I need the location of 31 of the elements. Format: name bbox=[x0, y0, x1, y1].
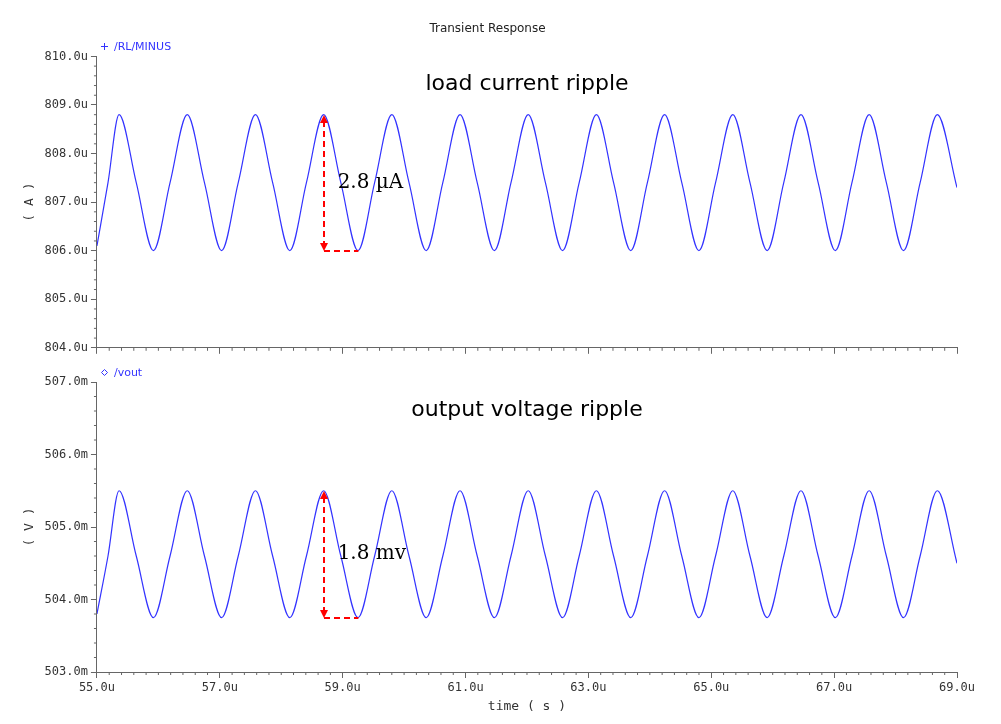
y-tick-label: 807.0u bbox=[44, 194, 88, 209]
y-axis-title: ( V ) bbox=[21, 507, 37, 547]
y-tick-label: 808.0u bbox=[44, 145, 88, 160]
y-tick-label: 806.0u bbox=[44, 242, 88, 257]
y-tick-label: 805.0u bbox=[44, 291, 88, 306]
y-tick-label: 504.0m bbox=[44, 591, 88, 606]
x-tick-label: 67.0u bbox=[816, 680, 853, 695]
y-tick-label: 505.0m bbox=[44, 519, 88, 534]
legend-label: /RL/MINUS bbox=[113, 40, 172, 54]
annotation: 1.8 mv bbox=[337, 540, 407, 565]
annotation: output voltage ripple bbox=[411, 395, 643, 421]
line-series bbox=[96, 490, 957, 619]
x-tick-label: 59.0u bbox=[324, 680, 361, 695]
x-tick-label: 63.0u bbox=[570, 680, 607, 695]
x-tick-label: 65.0u bbox=[693, 680, 730, 695]
y-tick-label: 804.0u bbox=[44, 339, 88, 354]
legend-label: /vout bbox=[113, 366, 143, 379]
y-tick-label: 503.0m bbox=[44, 664, 88, 679]
y-tick-label: 809.0u bbox=[44, 97, 88, 112]
chart-title: Transient Response bbox=[428, 21, 546, 36]
y-tick-label: 810.0u bbox=[44, 48, 88, 63]
y-tick-label: 507.0m bbox=[44, 374, 88, 389]
annotation: load current ripple bbox=[425, 70, 629, 96]
y-tick-label: 506.0m bbox=[44, 446, 88, 461]
x-tick-label: 61.0u bbox=[447, 680, 484, 695]
y-axis-title: ( A ) bbox=[21, 182, 37, 222]
x-tick-label: 57.0u bbox=[201, 680, 238, 695]
line-series bbox=[96, 114, 957, 252]
x-tick-label: 55.0u bbox=[78, 680, 116, 695]
x-tick-label: 69.0u bbox=[938, 680, 976, 695]
x-axis-title: time ( s ) bbox=[487, 697, 567, 713]
